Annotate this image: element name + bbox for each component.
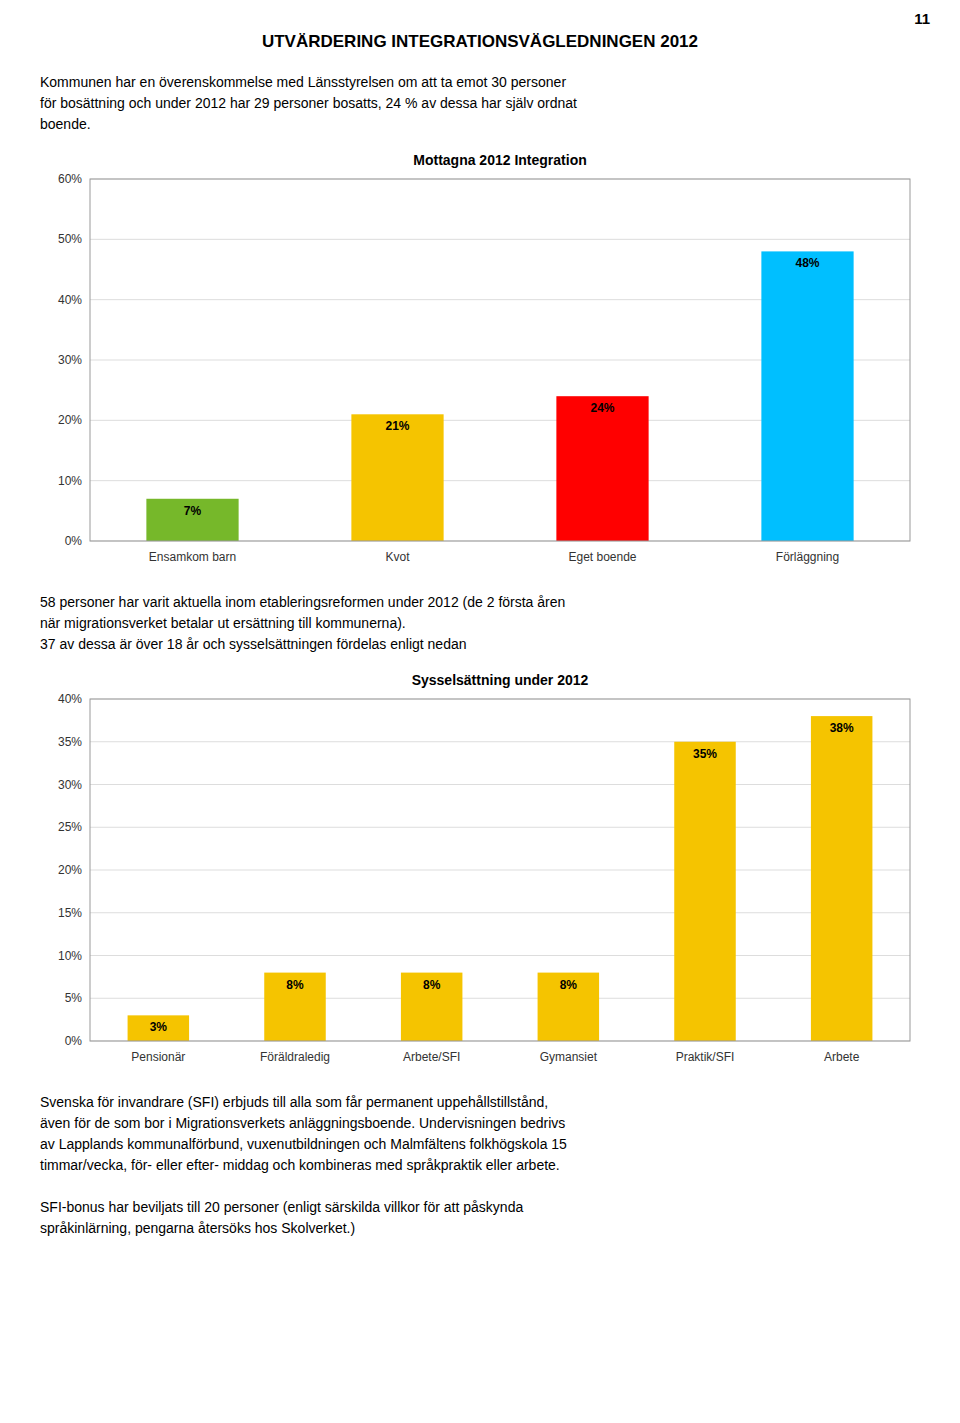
y-tick-label: 50% [58,232,82,246]
bar [811,716,873,1041]
grid-line [90,741,910,742]
chart-title: Sysselsättning under 2012 [412,672,589,688]
bars [128,716,873,1041]
paragraph: SFI-bonus har beviljats till 20 personer… [40,1197,920,1239]
bar [351,414,443,541]
grid-line [90,239,910,240]
y-tick-label: 0% [65,534,83,548]
bar [538,973,600,1041]
page-number: 11 [914,10,930,27]
y-tick-label: 35% [58,735,82,749]
x-tick-label: Arbete/SFI [403,1050,460,1064]
x-tick-label: Kvot [385,550,410,564]
data-labels: 3% 8% 8% 8% 35% 38% [150,721,854,1034]
y-tick-label: 30% [58,778,82,792]
bar [128,1015,190,1041]
paragraph: 58 personer har varit aktuella inom etab… [40,592,920,655]
y-tick-label: 20% [58,863,82,877]
plot-frame [90,179,910,541]
y-tick-label: 30% [58,353,82,367]
y-tick-label: 10% [58,949,82,963]
data-label: 8% [286,978,304,992]
bar-chart: Sysselsättning under 2012 0% 5% 10% 15% 20% 25… [40,665,920,1075]
grid-line [90,955,910,956]
grid-line [90,998,910,999]
x-tick-label: Ensamkom barn [149,550,236,564]
bar [264,973,326,1041]
y-tick-label: 60% [58,172,82,186]
bar [401,973,463,1041]
bars [146,251,853,541]
bar [674,742,736,1041]
x-tick-label: Pensionär [131,1050,185,1064]
x-tick-label: Praktik/SFI [676,1050,735,1064]
bar [761,251,853,541]
y-tick-label: 10% [58,474,82,488]
y-tick-label: 20% [58,413,82,427]
x-tick-label: Förläggning [776,550,839,564]
chart-title: Mottagna 2012 Integration [413,152,586,168]
y-tick-label: 25% [58,820,82,834]
data-label: 35% [693,747,717,761]
data-label: 8% [423,978,441,992]
x-tick-label: Gymansiet [540,1050,598,1064]
y-tick-label: 0% [65,1034,83,1048]
y-tick-label: 40% [58,692,82,706]
grid-line [90,870,910,871]
data-label: 24% [590,401,614,415]
plot-frame [90,699,910,1041]
bar [146,499,238,541]
y-tick-label: 15% [58,906,82,920]
paragraph: Kommunen har en överenskommelse med Läns… [40,72,920,135]
x-tick-label: Föräldraledig [260,1050,330,1064]
data-label: 7% [184,504,202,518]
y-tick-label: 5% [65,991,83,1005]
grid [90,699,910,1041]
y-tick-label: 40% [58,293,82,307]
grid-line [90,912,910,913]
bar [556,396,648,541]
data-label: 38% [830,721,854,735]
x-tick-label: Eget boende [568,550,636,564]
grid [90,179,910,541]
data-label: 48% [795,256,819,270]
data-label: 21% [385,419,409,433]
data-label: 8% [560,978,578,992]
x-tick-label: Arbete [824,1050,860,1064]
data-labels: 7% 21% 24% 48% [184,256,820,517]
bar-chart: Mottagna 2012 Integration 0% 10% 20% 30% 40% 5… [40,145,920,575]
grid-line [90,784,910,785]
grid-line [90,827,910,828]
paragraph: Svenska för invandrare (SFI) erbjuds til… [40,1092,920,1176]
data-label: 3% [150,1020,168,1034]
page-title: UTVÄRDERING INTEGRATIONSVÄGLEDNINGEN 201… [0,32,960,52]
